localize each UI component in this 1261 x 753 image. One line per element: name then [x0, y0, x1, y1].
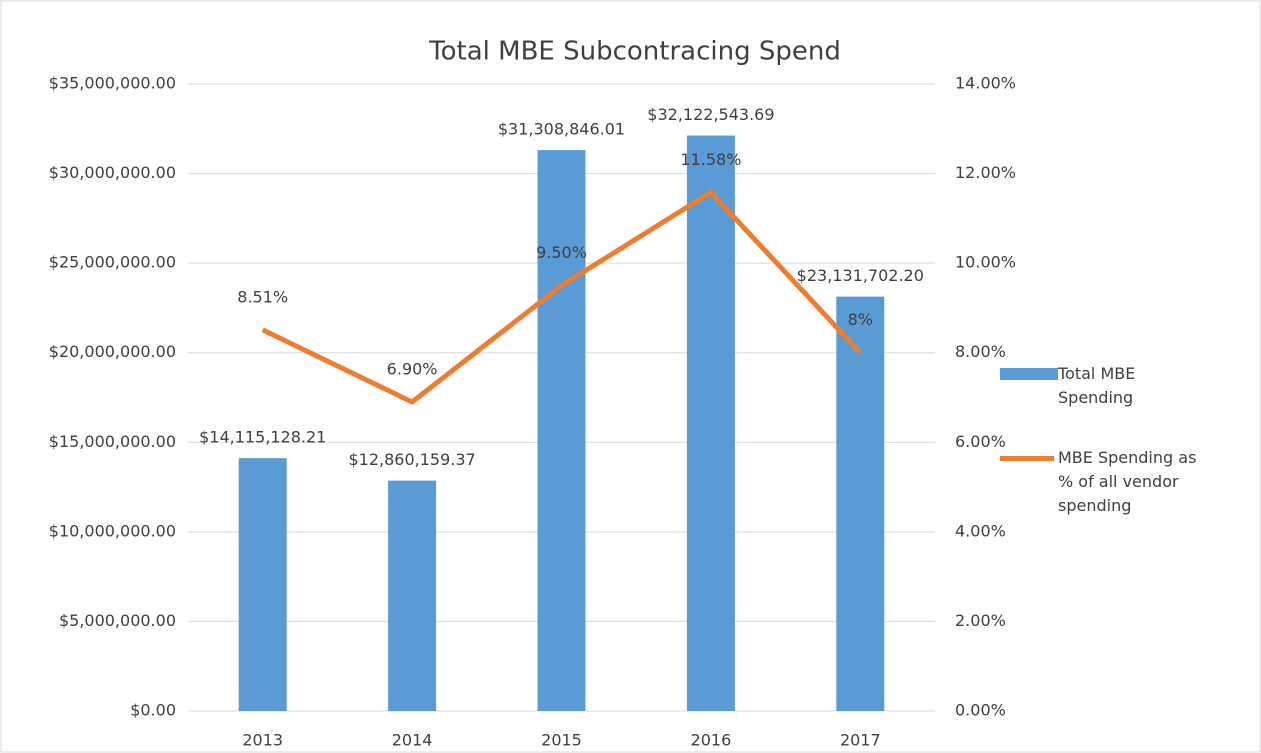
x-tick-label: 2013 [242, 731, 283, 750]
bar-value-label: $32,122,543.69 [647, 105, 774, 124]
legend-entry: Total MBE Spending [1000, 362, 1208, 410]
bar-value-label: $14,115,128.21 [199, 428, 326, 447]
y2-tick-label: 2.00% [955, 611, 1006, 630]
legend-swatch [1000, 368, 1058, 380]
y-tick-label: $5,000,000.00 [59, 611, 176, 630]
legend-swatch [1000, 456, 1054, 461]
line-value-label: 9.50% [536, 243, 587, 262]
y-tick-label: $20,000,000.00 [49, 342, 176, 361]
y-tick-label: $10,000,000.00 [49, 521, 176, 540]
legend: Total MBE Spending MBE Spending as % of a… [1000, 362, 1240, 554]
y-tick-label: $0.00 [130, 701, 176, 720]
line [261, 189, 863, 405]
line-value-label: 11.58% [680, 150, 741, 169]
legend-label: MBE Spending as % of all vendor spending [1058, 448, 1197, 515]
line-value-label: 6.90% [387, 359, 438, 378]
y2-tick-label: 12.00% [955, 163, 1016, 182]
y2-tick-label: 8.00% [955, 342, 1006, 361]
bar [836, 296, 885, 711]
bar-value-label: $23,131,702.20 [797, 266, 924, 285]
line-value-label: 8.51% [237, 287, 288, 306]
y-tick-label: $15,000,000.00 [49, 432, 176, 451]
y-tick-label: $30,000,000.00 [49, 163, 176, 182]
y-tick-label: $25,000,000.00 [49, 253, 176, 272]
x-tick-label: 2017 [840, 731, 881, 750]
chart-title: Total MBE Subcontracing Spend [428, 37, 841, 67]
bar-value-label: $31,308,846.01 [498, 120, 625, 139]
y2-tick-label: 4.00% [955, 521, 1006, 540]
legend-entry: MBE Spending as % of all vendor spending [1000, 446, 1208, 518]
line-value-label: 8% [848, 310, 873, 329]
bar-value-label: $12,860,159.37 [348, 450, 475, 469]
y2-tick-label: 10.00% [955, 253, 1016, 272]
bar [686, 135, 735, 711]
legend-label: Total MBE Spending [1058, 364, 1136, 407]
x-tick-label: 2016 [691, 731, 732, 750]
y2-tick-label: 6.00% [955, 432, 1006, 451]
bar [238, 458, 287, 711]
x-tick-label: 2015 [541, 731, 582, 750]
x-tick-label: 2014 [392, 731, 433, 750]
bar [537, 150, 586, 711]
y2-tick-label: 14.00% [955, 74, 1016, 93]
y-tick-label: $35,000,000.00 [49, 74, 176, 93]
y2-tick-label: 0.00% [955, 701, 1006, 720]
bar [388, 480, 437, 711]
